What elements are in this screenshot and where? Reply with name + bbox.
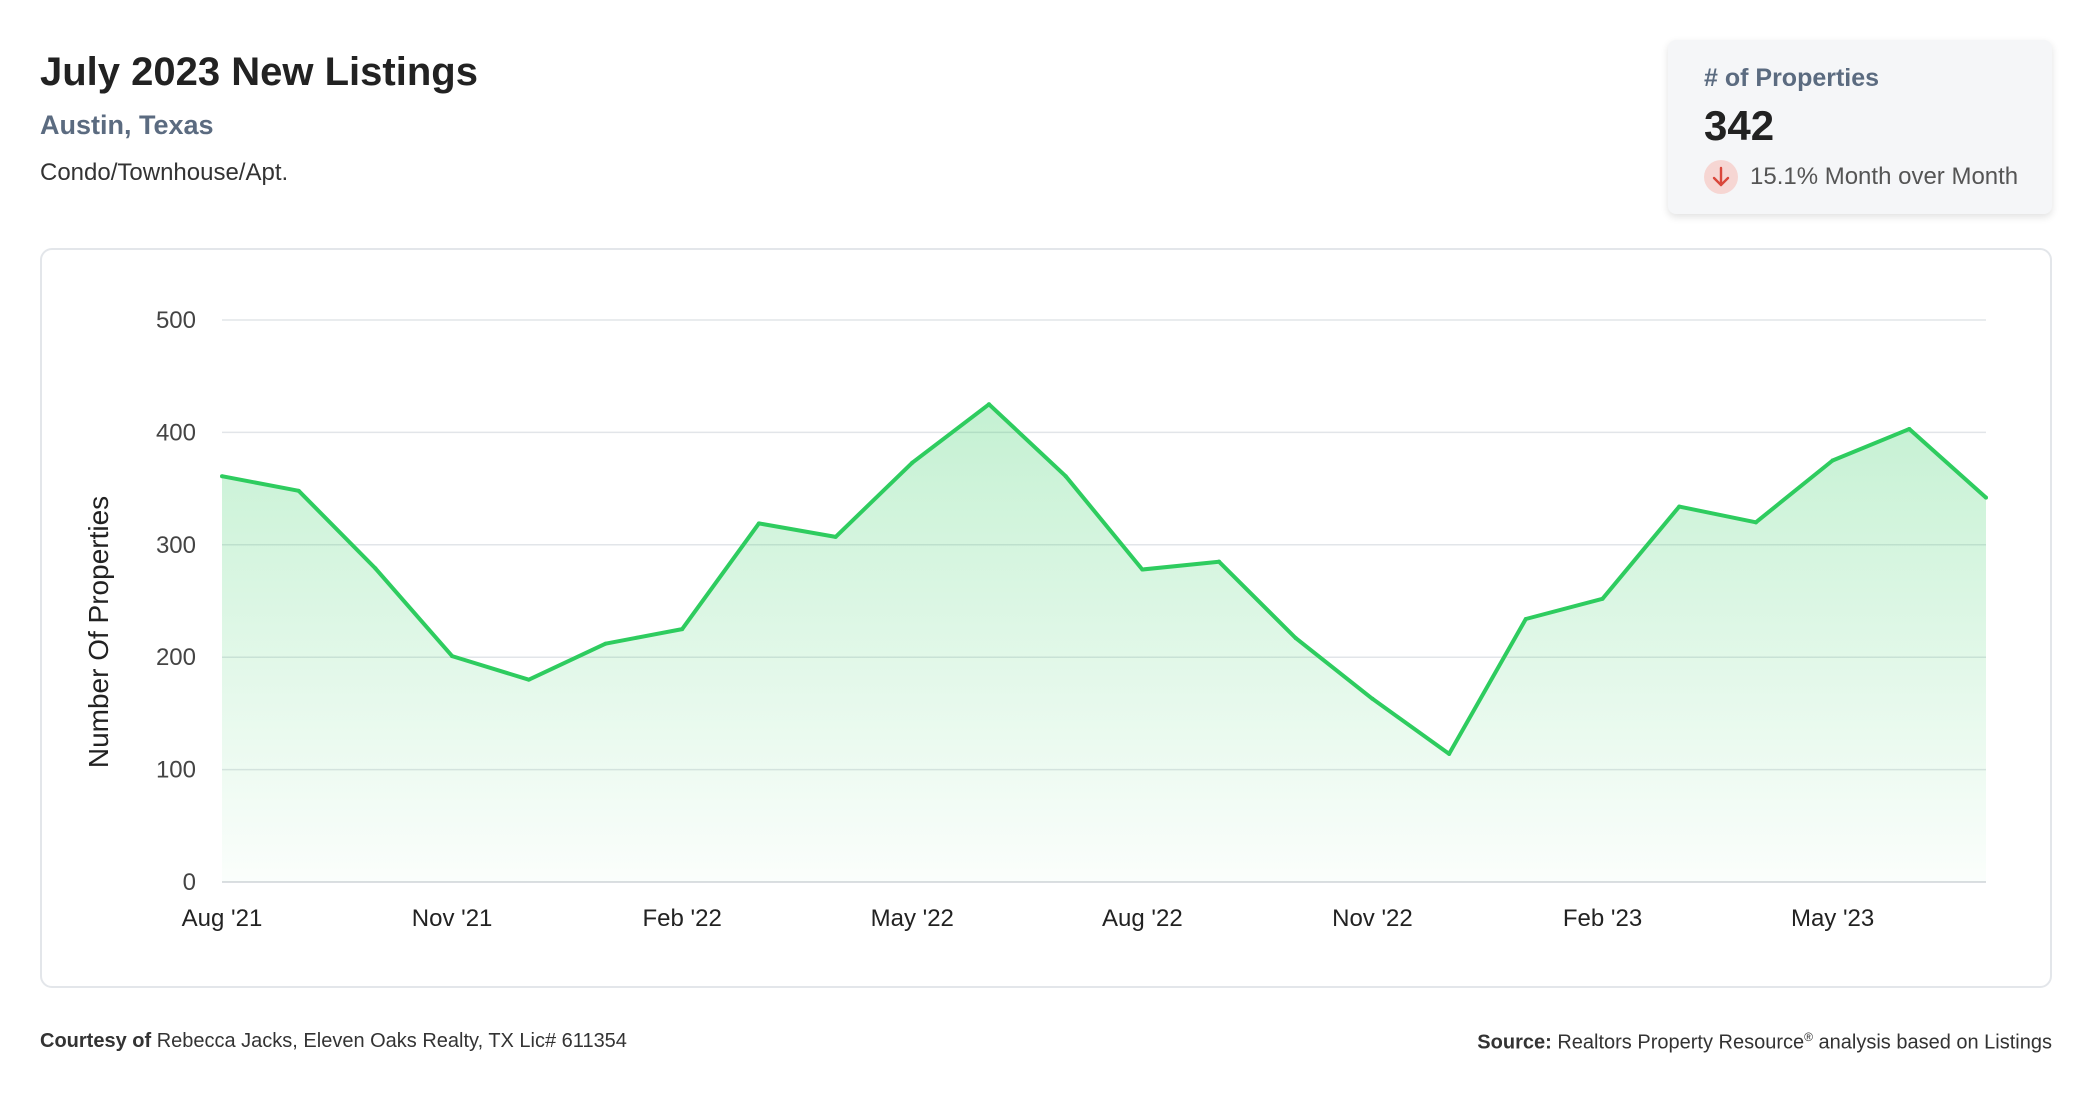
arrow-down-icon xyxy=(1704,160,1738,194)
x-tick-label: Nov '21 xyxy=(412,905,493,932)
y-tick-label: 0 xyxy=(183,869,196,896)
y-tick-label: 500 xyxy=(156,307,196,334)
data-point xyxy=(1830,458,1835,463)
x-tick-label: Nov '22 xyxy=(1332,905,1413,932)
y-tick-label: 200 xyxy=(156,644,196,671)
kpi-label: # of Properties xyxy=(1704,64,1880,92)
source-footer: Source: Realtors Property Resource® anal… xyxy=(1477,1030,2052,1055)
source-text: analysis based on Listings xyxy=(1818,1031,2052,1054)
data-point xyxy=(1370,696,1375,701)
data-point xyxy=(1984,495,1988,500)
data-point xyxy=(1217,559,1222,564)
source-name: Realtors Property Resource xyxy=(1557,1031,1805,1054)
data-point xyxy=(1523,616,1528,621)
data-point xyxy=(1753,520,1758,525)
kpi-card: # of Properties 342 15.1% Month over Mon… xyxy=(1668,40,2052,214)
x-tick-label: Feb '23 xyxy=(1563,905,1642,932)
x-tick-label: Aug '21 xyxy=(182,905,263,932)
data-point xyxy=(373,566,378,571)
property-type: Condo/Townhouse/Apt. xyxy=(40,159,289,186)
kpi-value: 342 xyxy=(1704,102,1775,149)
data-point xyxy=(910,460,915,465)
courtesy-footer: Courtesy of Rebecca Jacks, Eleven Oaks R… xyxy=(40,1030,627,1053)
data-point xyxy=(1600,596,1605,601)
x-tick-label: May '23 xyxy=(1791,905,1874,932)
page-title: July 2023 New Listings xyxy=(40,50,478,94)
data-point xyxy=(1447,751,1452,756)
data-point xyxy=(1140,567,1145,572)
header: July 2023 New Listings Austin, Texas Con… xyxy=(40,44,478,187)
x-tick-label: Aug '22 xyxy=(1102,905,1183,932)
courtesy-label: Courtesy of xyxy=(40,1030,152,1052)
data-point xyxy=(1907,427,1912,432)
location-subtitle: Austin, Texas xyxy=(40,110,214,140)
data-point xyxy=(603,641,608,646)
y-tick-label: 100 xyxy=(156,757,196,784)
data-point xyxy=(833,534,838,539)
registered-mark: ® xyxy=(1804,1030,1813,1044)
data-point xyxy=(756,521,761,526)
kpi-change: 15.1% Month over Month xyxy=(1704,160,2018,194)
data-point xyxy=(296,488,301,493)
data-point xyxy=(1063,474,1068,479)
y-axis-label: Number Of Properties xyxy=(83,496,114,768)
line-chart: 0 100 200 300 400 500 Aug '21 Nov '21 Feb '22 Ma… xyxy=(83,307,1988,932)
area-fill xyxy=(222,404,1986,882)
data-point xyxy=(526,677,531,682)
data-points xyxy=(220,402,1988,756)
data-point xyxy=(1677,504,1682,509)
data-point xyxy=(450,654,455,659)
source-label: Source: xyxy=(1477,1031,1552,1054)
data-point xyxy=(680,627,685,632)
kpi-change-text: 15.1% Month over Month xyxy=(1750,163,2019,190)
data-point xyxy=(1293,636,1298,641)
y-tick-label: 400 xyxy=(156,419,196,446)
y-tick-label: 300 xyxy=(156,532,196,559)
series-line xyxy=(221,402,1988,756)
x-axis-ticks: Aug '21 Nov '21 Feb '22 May '22 Aug '22 Nov '… xyxy=(182,905,1875,932)
data-point xyxy=(986,402,991,407)
x-tick-label: Feb '22 xyxy=(643,905,722,932)
x-tick-label: May '22 xyxy=(871,905,954,932)
chart-card: 0 100 200 300 400 500 Aug '21 Nov '21 Feb '22 Ma… xyxy=(40,248,2052,988)
y-axis-ticks: 0 100 200 300 400 500 xyxy=(156,307,196,896)
data-point xyxy=(220,474,224,479)
courtesy-text: Rebecca Jacks, Eleven Oaks Realty, TX Li… xyxy=(156,1030,627,1052)
